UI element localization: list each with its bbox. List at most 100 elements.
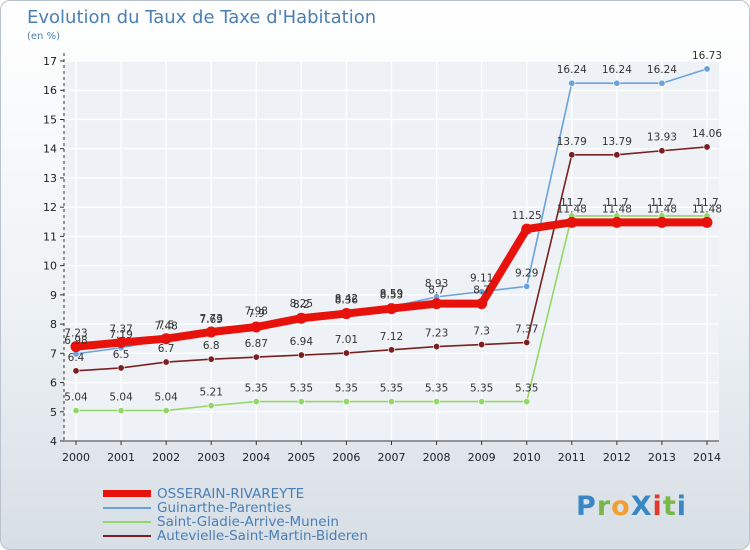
data-point bbox=[523, 398, 531, 406]
legend-label: Guinarthe-Parenties bbox=[157, 500, 292, 516]
data-label: 11.7 bbox=[605, 197, 628, 209]
data-label: 7.37 bbox=[515, 323, 538, 335]
y-tick-label: 10 bbox=[43, 260, 57, 273]
data-label: 5.35 bbox=[470, 383, 493, 395]
x-tick-label: 2011 bbox=[558, 451, 586, 464]
data-point bbox=[72, 367, 80, 375]
logo-letter: r bbox=[596, 491, 612, 522]
data-label: 9.11 bbox=[470, 273, 493, 285]
y-tick-label: 17 bbox=[43, 55, 57, 68]
x-tick-label: 2010 bbox=[513, 451, 541, 464]
data-label: 5.35 bbox=[245, 383, 268, 395]
data-label: 5.04 bbox=[109, 392, 133, 404]
data-label: 6.4 bbox=[68, 352, 85, 364]
data-label: 11.48 bbox=[692, 203, 722, 215]
data-label: 11.7 bbox=[560, 197, 583, 209]
data-label: 7.48 bbox=[154, 320, 177, 332]
data-point bbox=[703, 65, 711, 73]
data-label: 11.7 bbox=[650, 197, 673, 209]
y-tick-label: 6 bbox=[50, 377, 57, 390]
data-point bbox=[478, 398, 486, 406]
data-label: 5.04 bbox=[64, 392, 88, 404]
data-point bbox=[523, 338, 531, 346]
x-tick-label: 2009 bbox=[468, 451, 496, 464]
data-point bbox=[568, 151, 576, 159]
data-point bbox=[701, 216, 713, 228]
data-point bbox=[72, 407, 80, 415]
data-label: 7.3 bbox=[473, 326, 490, 338]
data-label: 11.48 bbox=[647, 203, 677, 215]
y-tick-label: 9 bbox=[50, 289, 57, 302]
data-label: 7.23 bbox=[425, 328, 448, 340]
x-tick-label: 2006 bbox=[332, 451, 360, 464]
data-point bbox=[250, 321, 262, 333]
data-point bbox=[703, 143, 711, 151]
data-label: 11.48 bbox=[602, 203, 632, 215]
data-label: 6.87 bbox=[245, 338, 268, 350]
x-tick-label: 2007 bbox=[378, 451, 406, 464]
data-point bbox=[387, 398, 395, 406]
data-label: 5.21 bbox=[200, 387, 223, 399]
data-label: 7.9 bbox=[248, 308, 265, 320]
data-point bbox=[207, 355, 215, 363]
data-point bbox=[297, 351, 305, 359]
data-point bbox=[386, 303, 397, 315]
data-label: 8.7 bbox=[473, 285, 490, 297]
data-point bbox=[252, 353, 260, 361]
x-tick-label: 2002 bbox=[152, 451, 180, 464]
x-tick-label: 2000 bbox=[62, 451, 90, 464]
y-tick-label: 4 bbox=[50, 435, 57, 448]
data-label: 7.98 bbox=[245, 306, 268, 318]
line-chart: 4 5 6 7 8 9 10 11 12 13 14 15 16 17 2000 2001 2002 2003 20… bbox=[43, 50, 722, 464]
data-label: 7.01 bbox=[335, 334, 358, 346]
logo-letter: i bbox=[676, 491, 687, 522]
data-point bbox=[568, 79, 576, 87]
data-point bbox=[658, 147, 666, 155]
data-point bbox=[387, 346, 395, 354]
y-unit-label: (en %) bbox=[27, 31, 60, 42]
y-tick-label: 13 bbox=[43, 172, 57, 185]
data-label: 5.35 bbox=[515, 383, 538, 395]
data-label: 5.35 bbox=[290, 383, 313, 395]
data-point bbox=[162, 358, 170, 366]
legend-swatch bbox=[103, 535, 151, 537]
legend-label: Saint-Gladie-Arrive-Munein bbox=[157, 514, 339, 530]
data-point bbox=[115, 336, 127, 348]
data-label: 8.42 bbox=[335, 293, 358, 305]
data-point bbox=[523, 282, 531, 290]
legend-swatch bbox=[103, 507, 151, 509]
data-point bbox=[160, 333, 172, 345]
data-label: 5.35 bbox=[425, 383, 448, 395]
data-point bbox=[297, 398, 305, 406]
logo-letter: P bbox=[576, 491, 597, 522]
data-label: 5.35 bbox=[335, 383, 358, 395]
data-label: 8.93 bbox=[425, 278, 448, 290]
data-point bbox=[521, 223, 533, 235]
data-point bbox=[205, 326, 217, 338]
y-tick-label: 14 bbox=[43, 143, 57, 156]
data-label: 8.53 bbox=[380, 290, 403, 302]
y-tick-label: 5 bbox=[50, 406, 57, 419]
data-label: 8.2 bbox=[293, 299, 310, 311]
data-label: 7.5 bbox=[158, 320, 175, 332]
data-point bbox=[207, 402, 215, 410]
data-label: 14.06 bbox=[692, 128, 722, 140]
x-tick-label: 2004 bbox=[242, 451, 270, 464]
y-tick-label: 16 bbox=[43, 84, 57, 97]
y-tick-label: 11 bbox=[43, 230, 57, 243]
logo-letter: o bbox=[611, 491, 631, 522]
x-tick-label: 2001 bbox=[107, 451, 135, 464]
logo-letter: t bbox=[662, 491, 677, 522]
data-label: 16.24 bbox=[557, 64, 587, 76]
data-point bbox=[613, 151, 621, 159]
data-point bbox=[656, 216, 668, 228]
y-tick-label: 7 bbox=[50, 347, 57, 360]
data-point bbox=[342, 349, 350, 357]
chart-title: Evolution du Taux de Taxe d'Habitation bbox=[27, 7, 377, 28]
data-label: 7.73 bbox=[200, 313, 223, 325]
y-tick-label: 15 bbox=[43, 113, 57, 126]
data-label: 8.59 bbox=[380, 288, 403, 300]
y-tick-label: 8 bbox=[50, 318, 57, 331]
data-label: 16.73 bbox=[692, 50, 722, 62]
data-label: 11.7 bbox=[695, 197, 718, 209]
